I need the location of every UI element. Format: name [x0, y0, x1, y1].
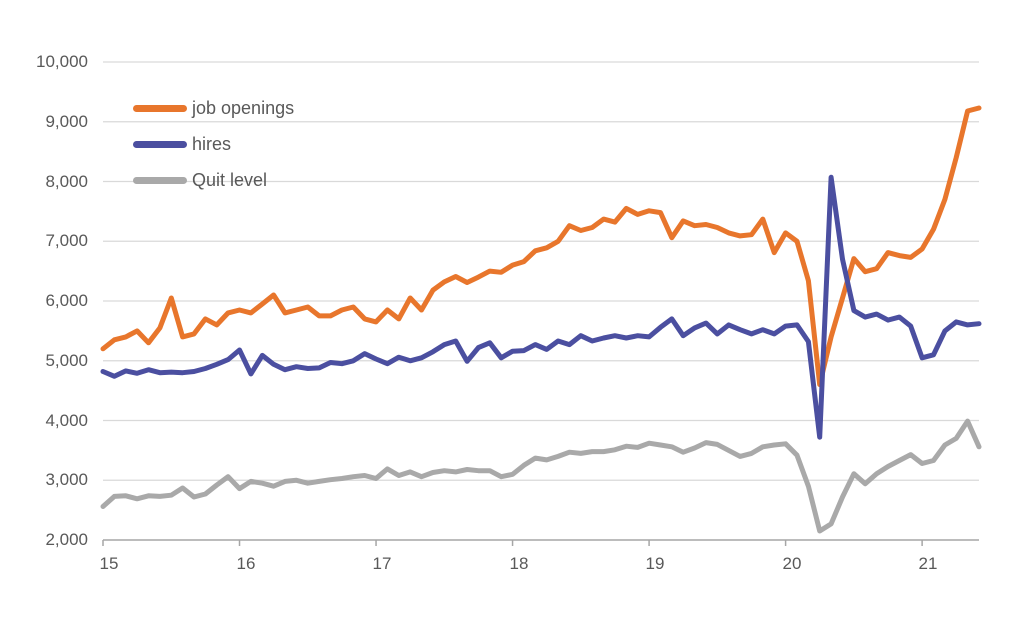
y-axis-label: 7,000	[45, 231, 88, 250]
x-axis-label: 17	[372, 554, 392, 573]
quit-level-swatch-icon	[133, 176, 187, 184]
job-openings-swatch-icon	[133, 104, 187, 112]
y-axis-label: 8,000	[45, 172, 88, 191]
y-axis-label: 3,000	[45, 470, 88, 489]
x-axis-label: 18	[509, 554, 529, 573]
series-line-quit-level	[100, 418, 982, 534]
legend-label: hires	[192, 133, 232, 154]
x-axis-label: 20	[782, 554, 802, 573]
x-axis-label: 16	[236, 554, 256, 573]
legend-item-job-openings: job openings	[133, 90, 294, 126]
series-line-job-openings	[100, 105, 982, 388]
x-axis-label: 21	[918, 554, 938, 573]
legend-label: job openings	[192, 97, 295, 118]
legend: job openings hires Quit level	[133, 90, 294, 198]
y-axis-label: 10,000	[36, 52, 88, 71]
y-axis-label: 5,000	[45, 351, 88, 370]
y-axis-label: 6,000	[45, 291, 88, 310]
x-axis-label: 19	[645, 554, 665, 573]
series-line-hires	[100, 174, 982, 440]
legend-label: Quit level	[192, 169, 268, 190]
y-axis-label: 2,000	[45, 530, 88, 549]
hires-swatch-icon	[133, 140, 187, 148]
legend-item-hires: hires	[133, 126, 294, 162]
x-axis-label: 15	[99, 554, 119, 573]
y-axis-label: 9,000	[45, 112, 88, 131]
y-axis-label: 4,000	[45, 411, 88, 430]
legend-item-quit-level: Quit level	[133, 162, 294, 198]
